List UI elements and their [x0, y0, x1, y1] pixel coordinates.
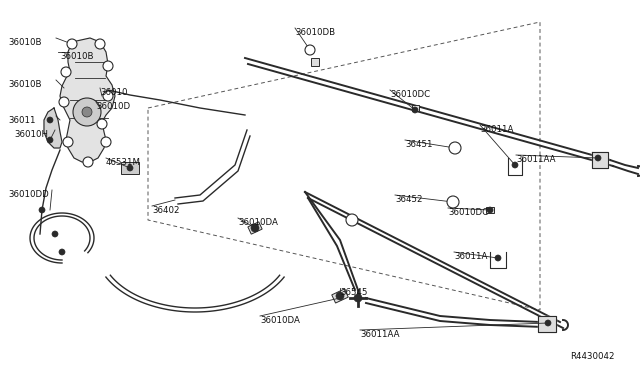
- Bar: [311, 58, 319, 66]
- Circle shape: [512, 162, 518, 168]
- Circle shape: [59, 249, 65, 255]
- Text: R4430042: R4430042: [570, 352, 614, 361]
- Text: 36010B: 36010B: [8, 38, 42, 47]
- Circle shape: [59, 97, 69, 107]
- Circle shape: [67, 39, 77, 49]
- Circle shape: [449, 142, 461, 154]
- Text: 36452: 36452: [395, 195, 422, 204]
- Bar: [121, 162, 139, 174]
- Text: 36010D: 36010D: [96, 102, 130, 111]
- Circle shape: [47, 117, 53, 123]
- Text: 36011A: 36011A: [480, 125, 513, 134]
- Circle shape: [447, 196, 459, 208]
- Circle shape: [69, 41, 75, 47]
- Circle shape: [101, 137, 111, 147]
- Circle shape: [63, 69, 69, 75]
- Circle shape: [47, 137, 53, 143]
- Circle shape: [412, 107, 418, 113]
- Text: 36011AA: 36011AA: [516, 155, 556, 164]
- Polygon shape: [60, 38, 115, 162]
- Text: 36011AA: 36011AA: [360, 330, 399, 339]
- Circle shape: [97, 41, 103, 47]
- Circle shape: [73, 98, 101, 126]
- Circle shape: [99, 121, 105, 127]
- Circle shape: [348, 216, 356, 224]
- Text: 36402: 36402: [152, 206, 179, 215]
- Circle shape: [95, 39, 105, 49]
- Circle shape: [65, 139, 71, 145]
- Text: 36451: 36451: [405, 140, 433, 149]
- Circle shape: [449, 198, 457, 206]
- Polygon shape: [538, 316, 556, 332]
- Text: 36010H: 36010H: [14, 130, 48, 139]
- Circle shape: [495, 255, 501, 261]
- Circle shape: [97, 119, 107, 129]
- Text: 36010DB: 36010DB: [295, 28, 335, 37]
- Circle shape: [305, 45, 315, 55]
- Circle shape: [83, 157, 93, 167]
- Circle shape: [61, 99, 67, 105]
- Text: 36010DD: 36010DD: [8, 190, 49, 199]
- Circle shape: [251, 224, 259, 232]
- Text: 36010B: 36010B: [60, 52, 93, 61]
- Circle shape: [103, 61, 113, 71]
- Circle shape: [103, 139, 109, 145]
- Bar: [248, 222, 262, 234]
- Circle shape: [63, 137, 73, 147]
- Text: 36010DA: 36010DA: [260, 316, 300, 325]
- Circle shape: [487, 207, 493, 213]
- Circle shape: [39, 207, 45, 213]
- Text: 36010B: 36010B: [8, 80, 42, 89]
- Text: 36011: 36011: [8, 116, 35, 125]
- Circle shape: [451, 144, 459, 152]
- Circle shape: [103, 91, 113, 101]
- Bar: [332, 289, 348, 303]
- Bar: [486, 207, 494, 213]
- Circle shape: [127, 165, 133, 171]
- Circle shape: [85, 159, 91, 165]
- Bar: [412, 105, 419, 111]
- Circle shape: [105, 63, 111, 69]
- Text: 46531M: 46531M: [106, 158, 141, 167]
- Text: 36011A: 36011A: [454, 252, 488, 261]
- Circle shape: [595, 155, 601, 161]
- Polygon shape: [592, 152, 608, 168]
- Text: 36010: 36010: [100, 88, 127, 97]
- Circle shape: [82, 107, 92, 117]
- Circle shape: [61, 67, 71, 77]
- Text: 36010DC: 36010DC: [390, 90, 430, 99]
- Circle shape: [354, 294, 362, 302]
- Circle shape: [346, 214, 358, 226]
- Polygon shape: [44, 108, 62, 148]
- Circle shape: [336, 292, 344, 300]
- Circle shape: [545, 320, 551, 326]
- Circle shape: [105, 93, 111, 99]
- Text: 36010DC: 36010DC: [448, 208, 488, 217]
- Circle shape: [52, 231, 58, 237]
- Text: 36010DA: 36010DA: [238, 218, 278, 227]
- Circle shape: [307, 47, 313, 53]
- Text: 36545: 36545: [340, 288, 367, 297]
